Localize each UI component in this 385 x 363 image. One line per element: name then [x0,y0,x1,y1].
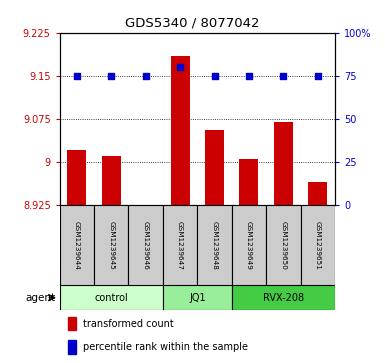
Text: GSM1239647: GSM1239647 [177,221,183,269]
Text: GSM1239650: GSM1239650 [280,221,286,269]
Text: GSM1239645: GSM1239645 [108,221,114,269]
Point [315,73,321,79]
Bar [129,205,163,285]
Text: GSM1239651: GSM1239651 [315,221,321,269]
Bar [205,130,224,205]
Bar [232,285,335,310]
Bar [308,182,327,205]
Bar [60,285,163,310]
Text: GSM1239644: GSM1239644 [74,221,80,269]
Bar [136,205,155,245]
Bar [197,205,232,285]
Bar [171,56,189,205]
Text: GSM1239648: GSM1239648 [211,221,218,269]
Point [108,73,114,79]
Bar [239,159,258,205]
Point [280,73,286,79]
Bar [102,156,121,205]
Bar [232,205,266,285]
Bar [68,317,76,330]
Text: RVX-208: RVX-208 [263,293,304,303]
Text: JQ1: JQ1 [189,293,206,303]
Bar [94,205,129,285]
Text: GSM1239649: GSM1239649 [246,221,252,269]
Text: percentile rank within the sample: percentile rank within the sample [83,342,248,352]
Point [246,73,252,79]
Bar [266,205,301,285]
Bar [163,285,232,310]
Text: control: control [94,293,128,303]
Point [177,64,183,70]
Point [211,73,218,79]
Text: transformed count: transformed count [83,318,174,329]
Bar [60,205,94,285]
Point [74,73,80,79]
Point [142,73,149,79]
Text: GDS5340 / 8077042: GDS5340 / 8077042 [125,16,260,29]
Text: GSM1239646: GSM1239646 [143,221,149,269]
Bar [301,205,335,285]
Text: agent: agent [26,293,56,303]
Bar [163,205,197,285]
Bar [68,340,76,354]
Bar [67,151,86,205]
Bar [274,122,293,205]
